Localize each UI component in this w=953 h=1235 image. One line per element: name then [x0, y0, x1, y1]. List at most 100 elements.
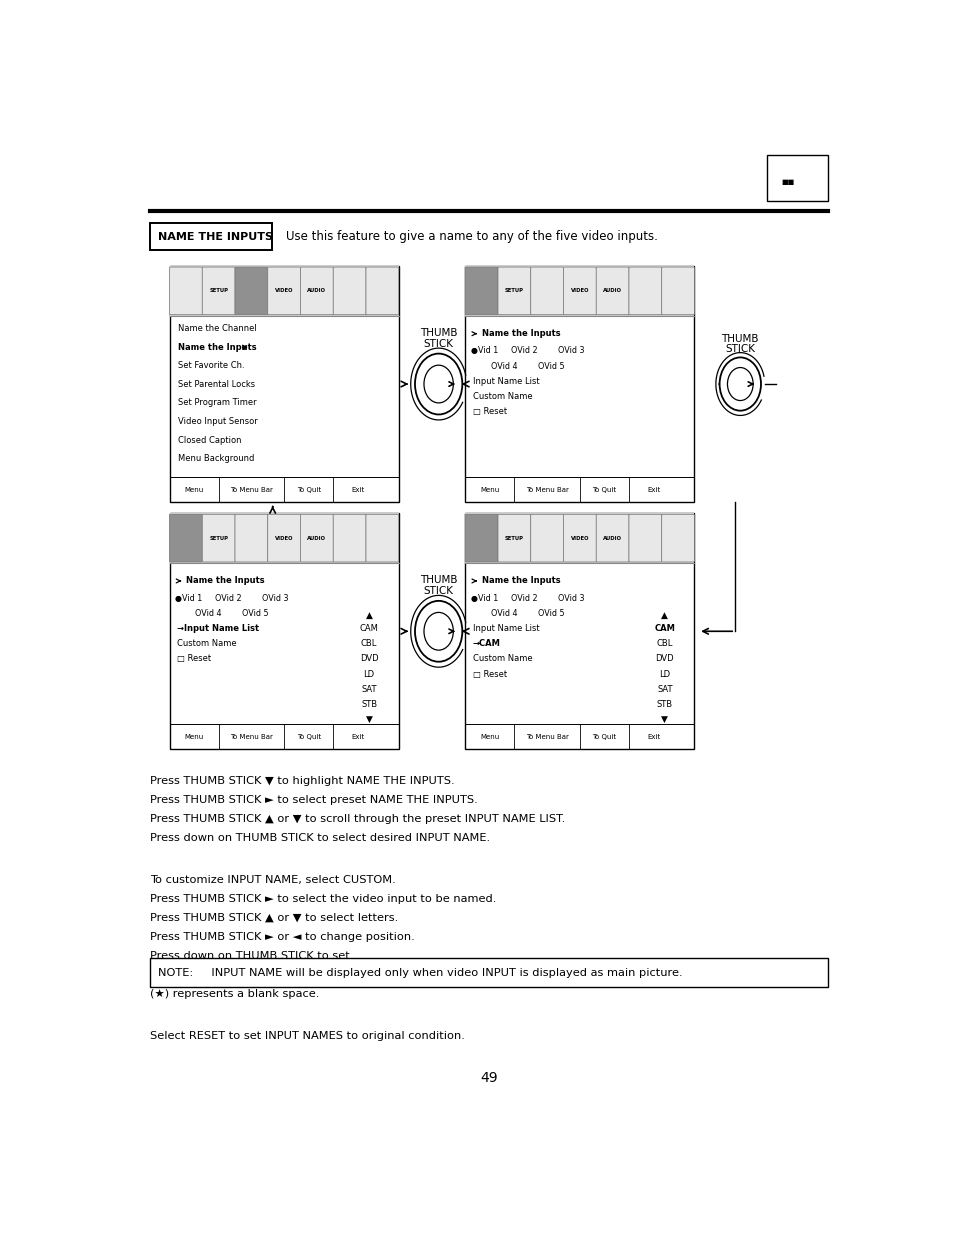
FancyBboxPatch shape — [202, 514, 234, 562]
Text: CAM: CAM — [654, 624, 675, 634]
Text: Menu: Menu — [479, 734, 499, 740]
Text: Press THUMB STICK ► to select the video input to be named.: Press THUMB STICK ► to select the video … — [151, 894, 497, 904]
Text: Exit: Exit — [351, 734, 364, 740]
Text: ■■: ■■ — [781, 179, 794, 185]
Text: Set Parental Locks: Set Parental Locks — [178, 380, 255, 389]
Circle shape — [719, 357, 760, 411]
Text: Press down on THUMB STICK to set.: Press down on THUMB STICK to set. — [151, 951, 354, 961]
Text: To Menu Bar: To Menu Bar — [230, 487, 273, 493]
FancyBboxPatch shape — [497, 267, 530, 315]
Text: Name the Channel: Name the Channel — [178, 325, 257, 333]
Text: OVid 2: OVid 2 — [511, 594, 537, 603]
Text: Press THUMB STICK ► or ◄ to change position.: Press THUMB STICK ► or ◄ to change posit… — [151, 931, 415, 942]
FancyBboxPatch shape — [530, 514, 563, 562]
Text: Press down on THUMB STICK to select desired INPUT NAME.: Press down on THUMB STICK to select desi… — [151, 832, 490, 842]
FancyBboxPatch shape — [300, 514, 333, 562]
Text: LD: LD — [363, 669, 375, 679]
Text: Exit: Exit — [646, 734, 659, 740]
Text: OVid 4: OVid 4 — [195, 609, 222, 618]
Text: DVD: DVD — [655, 655, 674, 663]
Text: Exit: Exit — [646, 487, 659, 493]
Text: Menu: Menu — [184, 734, 204, 740]
Text: Menu: Menu — [479, 487, 499, 493]
Text: DVD: DVD — [359, 655, 378, 663]
Text: Select RESET to set INPUT NAMES to original condition.: Select RESET to set INPUT NAMES to origi… — [151, 1031, 465, 1041]
Text: AUDIO: AUDIO — [307, 289, 326, 294]
Text: CBL: CBL — [360, 640, 377, 648]
Text: VIDEO: VIDEO — [274, 536, 294, 541]
Text: SAT: SAT — [361, 685, 376, 694]
Text: OVid 2: OVid 2 — [215, 594, 242, 603]
FancyBboxPatch shape — [268, 514, 300, 562]
Text: Name the Inputs: Name the Inputs — [186, 577, 264, 585]
Text: Name the Inputs: Name the Inputs — [481, 330, 559, 338]
FancyBboxPatch shape — [465, 266, 694, 316]
Text: AUDIO: AUDIO — [307, 536, 326, 541]
Text: Name the Inputs: Name the Inputs — [481, 577, 559, 585]
Text: To Quit: To Quit — [592, 734, 616, 740]
Text: OVid 4: OVid 4 — [491, 609, 517, 618]
Text: OVid 3: OVid 3 — [558, 594, 583, 603]
Text: OVid 4: OVid 4 — [491, 362, 517, 370]
Text: To Quit: To Quit — [592, 487, 616, 493]
Text: THUMB
STICK: THUMB STICK — [419, 576, 456, 597]
Text: ▲: ▲ — [365, 610, 373, 620]
Text: ●Vid 1: ●Vid 1 — [471, 594, 497, 603]
Text: VIDEO: VIDEO — [570, 536, 589, 541]
Text: To Menu Bar: To Menu Bar — [525, 734, 568, 740]
Text: OVid 5: OVid 5 — [537, 362, 564, 370]
Text: Menu: Menu — [184, 487, 204, 493]
Text: CAM: CAM — [359, 624, 378, 634]
FancyBboxPatch shape — [596, 514, 628, 562]
FancyBboxPatch shape — [268, 267, 300, 315]
Text: Press EXIT to quit menu or THUMB STICK ◄ to return to previous menu when the CUR: Press EXIT to quit menu or THUMB STICK ◄… — [151, 969, 788, 979]
FancyBboxPatch shape — [170, 266, 398, 501]
Text: OVid 5: OVid 5 — [242, 609, 269, 618]
Text: Custom Name: Custom Name — [472, 391, 532, 401]
FancyBboxPatch shape — [661, 514, 694, 562]
Circle shape — [727, 368, 752, 400]
Text: Press THUMB STICK ▲ or ▼ to scroll through the preset INPUT NAME LIST.: Press THUMB STICK ▲ or ▼ to scroll throu… — [151, 814, 565, 824]
Text: (★) represents a blank space.: (★) represents a blank space. — [151, 989, 319, 999]
Text: AUDIO: AUDIO — [602, 289, 621, 294]
Text: Press THUMB STICK ► to select preset NAME THE INPUTS.: Press THUMB STICK ► to select preset NAM… — [151, 795, 477, 805]
FancyBboxPatch shape — [151, 958, 826, 987]
Text: To Menu Bar: To Menu Bar — [230, 734, 273, 740]
Circle shape — [423, 366, 453, 403]
Text: THUMB
STICK: THUMB STICK — [720, 333, 759, 354]
FancyBboxPatch shape — [563, 267, 596, 315]
Text: SETUP: SETUP — [504, 536, 523, 541]
Text: ●Vid 1: ●Vid 1 — [175, 594, 202, 603]
FancyBboxPatch shape — [563, 514, 596, 562]
Text: □ Reset: □ Reset — [472, 669, 506, 679]
FancyBboxPatch shape — [234, 267, 268, 315]
FancyBboxPatch shape — [300, 267, 333, 315]
FancyBboxPatch shape — [465, 514, 694, 563]
Text: OVid 2: OVid 2 — [511, 346, 537, 356]
Text: SETUP: SETUP — [504, 289, 523, 294]
Text: OVid 3: OVid 3 — [262, 594, 288, 603]
Text: □ Reset: □ Reset — [176, 655, 211, 663]
Text: STB: STB — [360, 700, 376, 709]
Circle shape — [415, 601, 462, 662]
Text: AUDIO: AUDIO — [602, 536, 621, 541]
Text: VIDEO: VIDEO — [570, 289, 589, 294]
Text: ●Vid 1: ●Vid 1 — [471, 346, 497, 356]
Text: □ Reset: □ Reset — [472, 408, 506, 416]
FancyBboxPatch shape — [465, 514, 497, 562]
Text: Set Favorite Ch.: Set Favorite Ch. — [178, 362, 245, 370]
Text: To Quit: To Quit — [296, 487, 320, 493]
Text: Custom Name: Custom Name — [472, 655, 532, 663]
Text: STB: STB — [656, 700, 672, 709]
FancyBboxPatch shape — [333, 267, 366, 315]
Text: NOTE:     INPUT NAME will be displayed only when video INPUT is displayed as mai: NOTE: INPUT NAME will be displayed only … — [157, 968, 681, 978]
Text: SETUP: SETUP — [209, 536, 228, 541]
Text: Use this feature to give a name to any of the five video inputs.: Use this feature to give a name to any o… — [285, 230, 657, 243]
Text: Input Name List: Input Name List — [472, 624, 538, 634]
Text: SETUP: SETUP — [209, 289, 228, 294]
Text: To customize INPUT NAME, select CUSTOM.: To customize INPUT NAME, select CUSTOM. — [151, 874, 395, 884]
FancyBboxPatch shape — [234, 514, 268, 562]
Text: CBL: CBL — [656, 640, 673, 648]
Text: VIDEO: VIDEO — [274, 289, 294, 294]
FancyBboxPatch shape — [170, 266, 398, 316]
